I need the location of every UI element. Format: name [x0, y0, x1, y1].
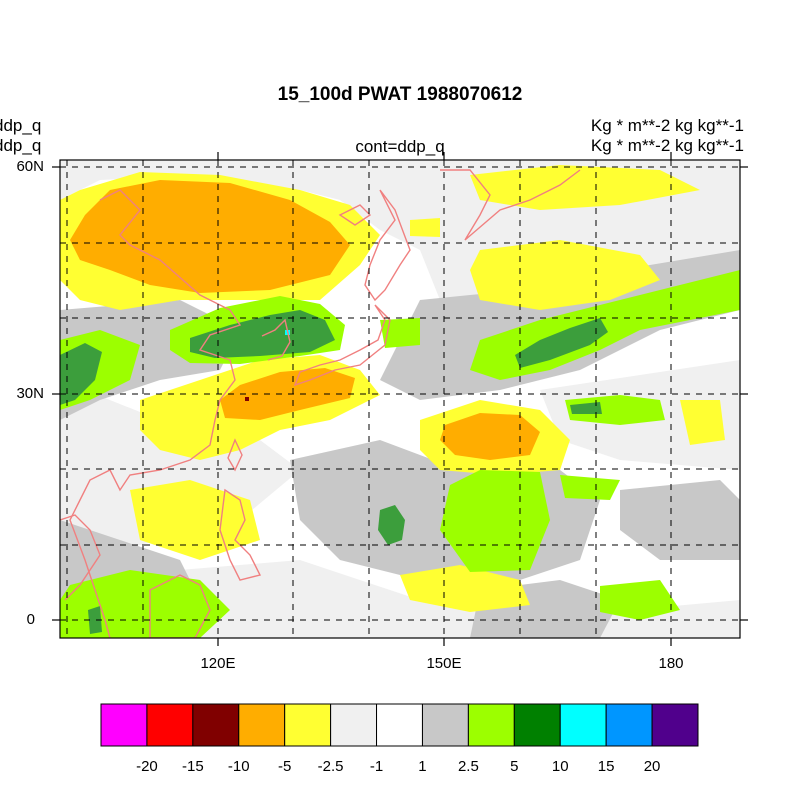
colorbar-swatch: [376, 703, 423, 747]
coastline-taiwan: [227, 438, 243, 472]
shade-region: [470, 165, 700, 210]
coastline-russia: [364, 189, 411, 302]
left-string-1: ddp_q: [0, 116, 42, 135]
coastline-sakhalin: [338, 204, 372, 226]
right-string-2: Kg * m**-2 kg kg**-1: [590, 136, 744, 155]
colorbar-swatch: [513, 703, 561, 747]
colorbar-swatch: [238, 703, 286, 747]
colorbar-swatch: [330, 703, 378, 747]
colorbar-swatch: [146, 703, 194, 747]
shade-region: [190, 310, 335, 358]
shade-region: [620, 480, 740, 560]
colorbar-swatch: [100, 703, 148, 747]
colorbar-tick-label: -1: [369, 758, 384, 775]
shade-region: [565, 395, 665, 425]
shade-region: [440, 413, 540, 460]
coastline-borneo: [149, 574, 211, 638]
shade-region: [440, 470, 550, 572]
coastlines: [60, 169, 581, 638]
coastline-japan: [293, 304, 391, 387]
left-string-2: ddp_q: [0, 136, 42, 155]
coastline-russia-east: [440, 169, 581, 241]
colorbar-tick-label: -20: [136, 758, 158, 775]
coastline-asia: [69, 189, 242, 638]
colorbar-tick-label: 1: [418, 758, 427, 775]
shade-region: [600, 580, 680, 620]
axis-ticks: [52, 152, 748, 646]
plot-title: 15_100d PWAT 1988070612: [277, 84, 523, 105]
lon-tick-label: 180: [658, 655, 684, 672]
colorbar-tick-label: 2.5: [457, 758, 479, 775]
colorbar-swatch: [192, 703, 240, 747]
shade-region: [220, 368, 355, 420]
colorbar-tick-label: -5: [278, 758, 292, 775]
shade-region: [60, 343, 102, 405]
shade-region: [378, 505, 405, 545]
shade-region: [470, 240, 660, 310]
lon-tick-label: 120E: [200, 655, 236, 672]
colorbar-tick-label: -15: [182, 758, 204, 775]
shade-region: [400, 565, 530, 612]
lat-tick-label: 0: [26, 611, 35, 628]
lat-tick-label: 30N: [16, 385, 44, 402]
plot-frame: [59, 159, 741, 639]
coastline-philippines: [219, 488, 262, 581]
colorbar-tick-label: 5: [510, 758, 519, 775]
shade-region: [245, 397, 249, 401]
grid: [60, 160, 740, 638]
right-string-1: Kg * m**-2 kg kg**-1: [590, 116, 744, 135]
colorbar-tick-label: -2.5: [317, 758, 344, 775]
coastline-korea: [261, 318, 291, 361]
colorbar-swatch: [284, 703, 332, 747]
shade-region: [130, 480, 260, 560]
lon-tick-label: 150E: [426, 655, 462, 672]
shade-region: [570, 402, 602, 414]
colorbar-swatch: [421, 703, 469, 747]
colorbar-tick-label: -10: [227, 758, 250, 775]
shade-region: [70, 180, 350, 293]
coastline-indochina: [60, 514, 101, 601]
shade-region: [515, 318, 608, 368]
shade-region: [88, 606, 102, 634]
colorbar-swatch: [651, 703, 699, 747]
shade-region: [410, 218, 440, 237]
shade-region: [680, 400, 725, 445]
shade-region: [60, 570, 230, 638]
lat-tick-label: 60N: [16, 158, 44, 175]
map-field: [60, 160, 740, 638]
shade-region: [560, 475, 620, 500]
colorbar-tick-label: 20: [643, 758, 661, 775]
colorbar-swatch: [559, 703, 607, 747]
colorbar-tick-label: 15: [597, 758, 615, 775]
colorbar-tick-label: 10: [551, 758, 569, 775]
shade-region: [380, 318, 420, 348]
colorbar-swatch: [605, 703, 653, 747]
colorbar-swatch: [467, 703, 515, 747]
center-string: cont=ddp_q: [355, 137, 445, 156]
